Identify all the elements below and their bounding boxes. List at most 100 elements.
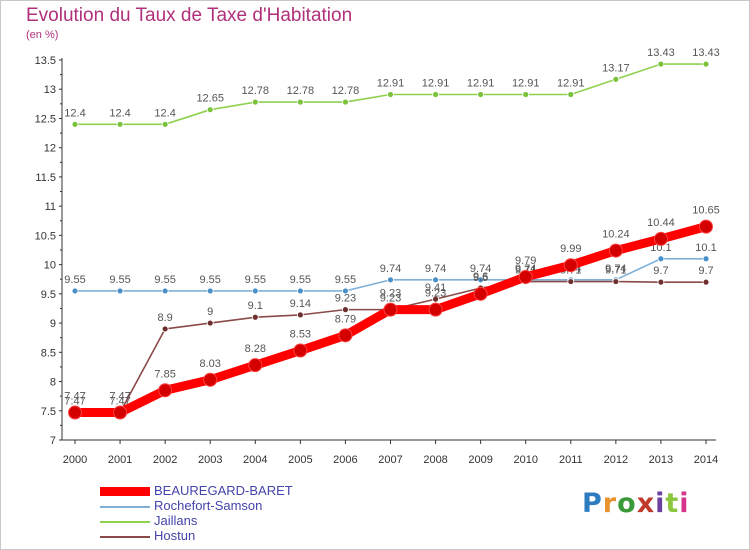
data-label: 9.71 (605, 265, 626, 277)
y-tick-label: 13.5 (35, 55, 56, 67)
series-jaillans: 12.4 12.4 12.4 12.65 12.78 12.78 12.78 12.91 12.… (64, 47, 720, 128)
data-point (477, 91, 485, 98)
logo-letter: x (636, 488, 656, 519)
x-tick-label: 2008 (423, 454, 447, 466)
data-label: 7.47 (109, 391, 130, 403)
proxiti-logo: Proxiti (582, 488, 690, 519)
data-label: 9.5 (473, 272, 488, 284)
logo-letter: i (655, 488, 666, 519)
data-point (116, 287, 124, 295)
data-label: 7.47 (109, 396, 130, 408)
data-label: 9.55 (200, 274, 221, 286)
x-tick-label: 2002 (153, 454, 177, 466)
data-label: 8.03 (200, 358, 221, 370)
data-point (702, 60, 710, 68)
legend-swatch (100, 521, 150, 523)
data-label: 10.44 (647, 217, 675, 229)
data-label: 9.55 (154, 274, 175, 286)
data-point (387, 91, 394, 98)
y-tick-label: 11.5 (35, 172, 56, 184)
data-point (116, 120, 124, 128)
data-label: 10.24 (602, 229, 630, 241)
data-label: 9.55 (64, 274, 85, 286)
x-tick-label: 2011 (559, 454, 583, 466)
logo-letter: r (602, 488, 618, 519)
data-label: 12.78 (287, 85, 315, 97)
data-point (702, 255, 710, 263)
data-point (342, 98, 349, 106)
data-point (342, 306, 349, 314)
x-tick-label: 2006 (333, 454, 357, 466)
x-tick-label: 2001 (108, 454, 132, 466)
y-tick-label: 9 (50, 318, 56, 330)
data-point (657, 60, 665, 68)
data-label: 12.65 (196, 93, 224, 105)
data-label: 12.4 (64, 107, 85, 119)
data-label: 9.74 (470, 263, 491, 275)
data-point (657, 255, 665, 263)
data-label: 13.43 (692, 47, 720, 59)
data-point (612, 75, 620, 83)
data-point (518, 269, 533, 284)
x-tick-label: 2014 (694, 454, 718, 466)
data-label: 9.55 (109, 274, 130, 286)
data-label: 9.41 (425, 282, 446, 294)
legend-swatch (100, 506, 150, 508)
y-tick-label: 12 (44, 143, 56, 155)
x-tick-label: 2004 (243, 454, 267, 466)
data-point (113, 405, 128, 420)
y-tick-label: 8.5 (41, 347, 56, 359)
data-point (522, 91, 530, 98)
x-tick-label: 2010 (513, 454, 537, 466)
data-label: 12.4 (154, 107, 175, 119)
data-label: 10.1 (695, 242, 716, 254)
data-point (296, 311, 304, 319)
data-label: 9.7 (698, 265, 713, 277)
data-label: 9.14 (290, 298, 311, 310)
data-point (473, 286, 488, 301)
data-label: 8.53 (290, 329, 311, 341)
data-point (338, 328, 353, 343)
data-point (383, 302, 398, 317)
data-label: 13.43 (647, 47, 675, 59)
x-tick-label: 2007 (378, 454, 402, 466)
x-tick-label: 2012 (604, 454, 628, 466)
data-label: 9.74 (605, 263, 626, 275)
legend-swatch (100, 536, 150, 538)
data-point (293, 343, 308, 358)
x-tick-label: 2009 (468, 454, 492, 466)
data-point (699, 219, 713, 234)
data-label: 9.55 (335, 274, 356, 286)
unit-label: (en %) (26, 29, 59, 41)
y-tick-label: 10 (44, 260, 56, 272)
logo-letter: i (679, 488, 690, 519)
y-tick-label: 10.5 (35, 230, 56, 242)
data-label: 8.79 (335, 313, 356, 325)
data-point (161, 287, 169, 295)
data-point (248, 358, 263, 373)
data-label: 9.23 (335, 293, 356, 305)
data-label: 7.85 (154, 368, 175, 380)
data-point (161, 120, 169, 128)
y-tick-label: 13 (44, 84, 56, 96)
y-tick-label: 11 (45, 201, 56, 213)
chart-title: Evolution du Taux de Taxe d'Habitation (26, 5, 353, 26)
series-beauregard-baret: 7.47 7.477.858.038.288.538.799.23 9.239.59… (64, 205, 720, 420)
data-point (251, 98, 259, 106)
data-label: 8.28 (245, 343, 266, 355)
line-chart: 7 7.5 8 8.5 9 9.5 10 10.5 11 11.5 12 12.5 13 13.5 2000… (35, 47, 720, 466)
data-point (71, 287, 79, 295)
data-point (432, 295, 439, 303)
legend-label: Jaillans (154, 513, 198, 528)
y-tick-label: 9.5 (41, 289, 56, 301)
data-label: 9.1 (248, 300, 263, 312)
data-label: 13.17 (602, 62, 630, 74)
data-label: 9.23 (380, 288, 401, 300)
data-point (432, 91, 439, 98)
data-point (206, 287, 214, 295)
data-label: 12.91 (557, 77, 585, 89)
data-point (203, 372, 218, 387)
data-label: 12.91 (512, 77, 540, 89)
data-label: 12.78 (332, 85, 360, 97)
y-tick-label: 7.5 (41, 406, 56, 418)
